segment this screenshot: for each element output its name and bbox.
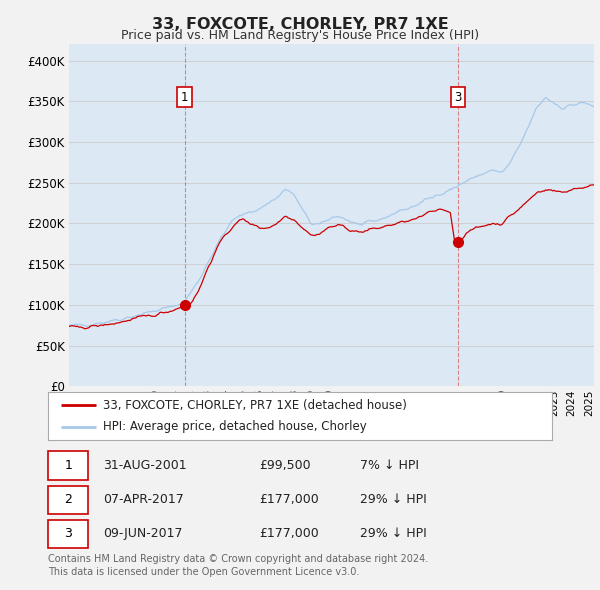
Text: 07-APR-2017: 07-APR-2017 — [103, 493, 184, 506]
Text: 31-AUG-2001: 31-AUG-2001 — [103, 459, 187, 472]
Text: 29% ↓ HPI: 29% ↓ HPI — [361, 493, 427, 506]
Text: Price paid vs. HM Land Registry's House Price Index (HPI): Price paid vs. HM Land Registry's House … — [121, 29, 479, 42]
Text: 3: 3 — [454, 91, 461, 104]
Text: Contains HM Land Registry data © Crown copyright and database right 2024.: Contains HM Land Registry data © Crown c… — [48, 554, 428, 564]
Text: £177,000: £177,000 — [260, 527, 319, 540]
Text: 1: 1 — [64, 459, 72, 472]
Text: 33, FOXCOTE, CHORLEY, PR7 1XE (detached house): 33, FOXCOTE, CHORLEY, PR7 1XE (detached … — [103, 399, 407, 412]
Text: 3: 3 — [64, 527, 72, 540]
Text: HPI: Average price, detached house, Chorley: HPI: Average price, detached house, Chor… — [103, 420, 367, 433]
Text: 33, FOXCOTE, CHORLEY, PR7 1XE: 33, FOXCOTE, CHORLEY, PR7 1XE — [152, 17, 448, 31]
Text: This data is licensed under the Open Government Licence v3.0.: This data is licensed under the Open Gov… — [48, 567, 359, 577]
FancyBboxPatch shape — [48, 451, 88, 480]
Text: £99,500: £99,500 — [260, 459, 311, 472]
Text: 1: 1 — [181, 91, 188, 104]
Text: 7% ↓ HPI: 7% ↓ HPI — [361, 459, 419, 472]
Text: 2: 2 — [64, 493, 72, 506]
Text: 09-JUN-2017: 09-JUN-2017 — [103, 527, 183, 540]
Text: £177,000: £177,000 — [260, 493, 319, 506]
Text: 29% ↓ HPI: 29% ↓ HPI — [361, 527, 427, 540]
FancyBboxPatch shape — [48, 520, 88, 548]
FancyBboxPatch shape — [48, 486, 88, 514]
